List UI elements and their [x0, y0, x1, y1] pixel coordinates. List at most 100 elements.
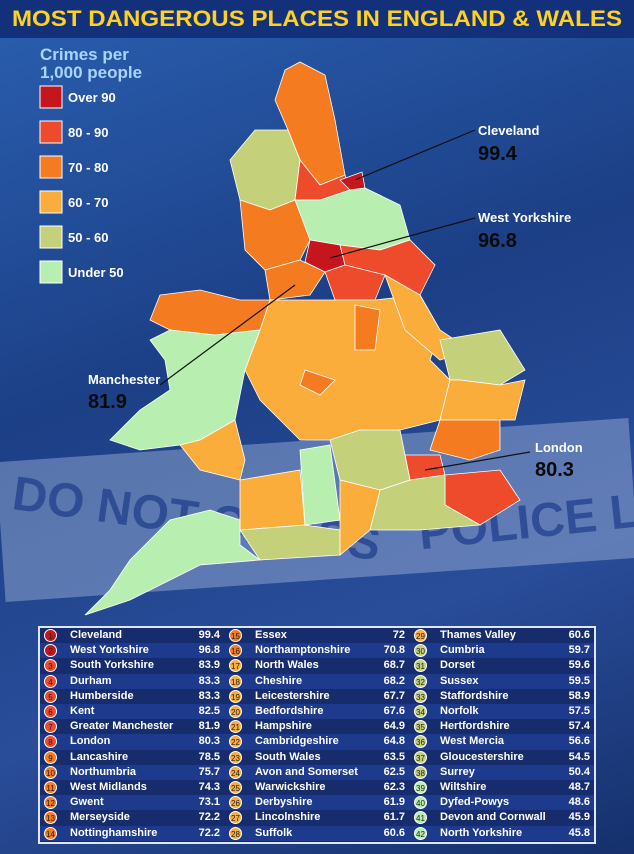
legend-label: 80 - 90 — [68, 125, 108, 140]
rank-badge: 9 — [44, 750, 57, 764]
place-name: Dorset — [440, 659, 475, 672]
table-row-bg — [40, 688, 594, 704]
table-row-bg — [40, 734, 594, 750]
legend-title: Crimes per — [40, 45, 129, 64]
crime-rate: 80.3 — [198, 735, 220, 748]
legend-swatch — [39, 85, 63, 109]
crime-rate: 78.5 — [198, 750, 220, 763]
rank-badge: 8 — [44, 735, 57, 749]
crime-rate: 63.5 — [383, 750, 405, 763]
crime-rate: 96.8 — [198, 644, 220, 657]
crime-rate: 75.7 — [198, 765, 220, 778]
place-name: Bedfordshire — [255, 705, 324, 717]
place-name: West Midlands — [70, 781, 147, 793]
place-name: Thames Valley — [440, 629, 516, 641]
title: MOST DANGEROUS PLACES IN ENGLAND & WALES — [12, 6, 622, 31]
place-name: Gloucestershire — [440, 750, 524, 763]
crime-rate: 83.3 — [198, 674, 220, 687]
place-name: London — [70, 735, 111, 748]
table-row-bg — [40, 719, 594, 735]
table-row-bg — [40, 658, 594, 674]
rank-badge: 27 — [229, 811, 242, 825]
legend-swatch — [39, 260, 63, 284]
table-row-bg — [40, 764, 594, 780]
crime-rate: 67.6 — [383, 705, 405, 717]
crime-rate: 99.4 — [198, 629, 220, 641]
rank-badge: 14 — [44, 826, 57, 840]
legend-swatch — [39, 225, 63, 249]
crime-rate: 73.1 — [198, 796, 220, 809]
callout-line — [329, 217, 476, 259]
rank-badge: 24 — [229, 765, 242, 779]
rank-badge: 2 — [44, 644, 57, 658]
place-name: Hampshire — [255, 720, 312, 733]
table-row-bg — [40, 810, 594, 826]
rank-badge: 34 — [414, 705, 427, 718]
legend-label: Under 50 — [68, 265, 124, 280]
callout-value: 99.4 — [478, 143, 518, 165]
place-name: Merseyside — [70, 811, 130, 824]
legend-swatch — [39, 155, 63, 179]
crime-rate: 57.5 — [568, 705, 590, 717]
crime-rate: 62.5 — [383, 765, 405, 778]
crime-rate: 64.8 — [383, 735, 405, 748]
rank-badge: 26 — [229, 796, 242, 810]
rank-badge: 5 — [44, 689, 57, 703]
crime-rate: 83.9 — [198, 659, 220, 672]
rank-badge: 22 — [229, 735, 242, 749]
crime-rate: 57.4 — [568, 720, 590, 733]
crime-rate: 72.2 — [198, 826, 220, 839]
crime-rate: 72.2 — [198, 811, 220, 824]
place-name: South Yorkshire — [70, 659, 154, 672]
crime-rate: 45.9 — [568, 811, 590, 824]
crime-rate: 59.6 — [568, 659, 590, 672]
rank-badge: 6 — [44, 705, 57, 718]
rank-badge: 36 — [414, 735, 427, 749]
place-name: West Mercia — [440, 735, 504, 748]
rank-badge: 33 — [414, 689, 427, 703]
rank-badge: 17 — [229, 659, 242, 673]
place-name: Cheshire — [255, 674, 303, 687]
rank-badge: 4 — [44, 674, 57, 688]
legend-label: 50 - 60 — [68, 230, 108, 245]
rank-badge: 11 — [44, 781, 57, 794]
crime-rate: 72 — [392, 629, 405, 641]
crime-rate: 74.3 — [198, 781, 220, 793]
crime-rate: 56.6 — [568, 735, 590, 748]
rank-badge: 21 — [229, 720, 242, 734]
crime-rate: 61.9 — [383, 796, 405, 809]
place-name: Leicestershire — [255, 689, 330, 702]
place-name: Cambridgeshire — [255, 735, 339, 748]
place-name: Lincolnshire — [255, 811, 321, 824]
place-name: Derbyshire — [255, 796, 313, 809]
callout-line — [354, 129, 476, 181]
rank-badge: 3 — [44, 659, 57, 673]
place-name: Kent — [70, 705, 95, 717]
rank-badge: 15 — [229, 629, 242, 642]
table-row-bg — [40, 628, 594, 644]
rank-badge: 30 — [414, 644, 427, 658]
place-name: Suffolk — [255, 826, 293, 839]
place-name: Essex — [255, 629, 287, 641]
place-name: Devon and Cornwall — [440, 811, 546, 824]
crime-rate: 68.2 — [383, 674, 405, 687]
legend-title: 1,000 people — [40, 63, 142, 82]
place-name: Gwent — [70, 796, 104, 809]
place-name: Staffordshire — [440, 689, 509, 702]
place-name: North Wales — [255, 659, 319, 672]
rank-badge: 42 — [414, 826, 427, 840]
callout-line — [159, 284, 296, 386]
rank-badge: 35 — [414, 720, 427, 734]
crime-rate: 59.5 — [568, 674, 590, 687]
table-row-bg — [40, 704, 594, 720]
legend-swatch — [39, 120, 63, 144]
rank-badge: 23 — [229, 750, 242, 764]
crime-rate: 83.3 — [198, 689, 220, 702]
rank-badge: 25 — [229, 781, 242, 794]
legend-label: Over 90 — [68, 90, 116, 105]
rank-badge: 7 — [44, 720, 57, 734]
legend-swatch — [39, 190, 63, 214]
callout-name: Manchester — [88, 372, 160, 387]
crime-rate: 68.7 — [383, 659, 405, 672]
crime-rate: 48.7 — [568, 781, 590, 793]
